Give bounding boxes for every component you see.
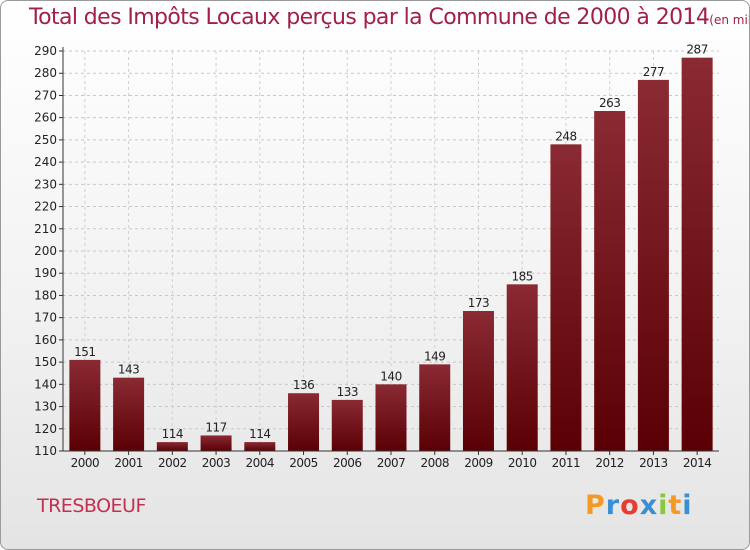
bar-2012 (594, 111, 626, 451)
y-tick-label-140: 140 (34, 377, 57, 391)
axes (59, 47, 719, 455)
x-tick-label-2003: 2003 (202, 456, 231, 470)
value-label-2005: 136 (293, 378, 314, 392)
proxiti-logo[interactable]: Proxiti (585, 490, 693, 521)
value-label-2010: 185 (511, 269, 532, 283)
chart-title-text: Total des Impôts Locaux perçus par la Co… (29, 5, 710, 30)
x-tick-label-2012: 2012 (595, 456, 624, 470)
y-tick-label-260: 260 (34, 111, 57, 125)
logo-letter: P (585, 490, 606, 521)
y-tick-label-190: 190 (34, 266, 57, 280)
value-label-2014: 287 (686, 43, 707, 57)
value-label-2011: 248 (555, 129, 576, 143)
bar-2006 (331, 399, 363, 451)
y-tick-label-170: 170 (34, 311, 57, 325)
bar-2003 (200, 435, 232, 451)
x-tick-label-2002: 2002 (158, 456, 187, 470)
bar-2005 (288, 393, 320, 451)
x-tick-label-2011: 2011 (552, 456, 581, 470)
x-tick-label-2013: 2013 (639, 456, 668, 470)
bar-2002 (156, 442, 188, 451)
value-label-2000: 151 (74, 345, 95, 359)
chart-unit: (en milliers d'€) (709, 13, 749, 27)
x-tick-label-2008: 2008 (420, 456, 449, 470)
bars (69, 57, 713, 452)
x-tick-label-2010: 2010 (508, 456, 537, 470)
y-tick-label-180: 180 (34, 288, 57, 302)
y-tick-label-210: 210 (34, 222, 57, 236)
chart-title: Total des Impôts Locaux perçus par la Co… (29, 5, 749, 30)
logo-letter: r (605, 490, 621, 521)
logo-letter: o (620, 490, 640, 521)
y-tick-label-150: 150 (34, 355, 57, 369)
logo-letter: t (668, 490, 683, 521)
bar-2014 (681, 57, 713, 452)
bar-2011 (550, 144, 582, 452)
x-tick-label-2000: 2000 (71, 456, 100, 470)
value-label-2006: 133 (337, 385, 358, 399)
y-tick-label-240: 240 (34, 155, 57, 169)
y-tick-label-280: 280 (34, 66, 57, 80)
x-tick-label-2014: 2014 (683, 456, 712, 470)
bar-2000 (69, 359, 101, 451)
y-tick-label-200: 200 (34, 244, 57, 258)
value-label-2002: 114 (162, 427, 183, 441)
y-tick-label-220: 220 (34, 200, 57, 214)
x-tick-label-2005: 2005 (289, 456, 318, 470)
x-tick-label-2001: 2001 (114, 456, 143, 470)
y-tick-label-120: 120 (34, 422, 57, 436)
logo-letter: i (682, 490, 693, 521)
value-label-2008: 149 (424, 349, 445, 363)
bar-2004 (244, 442, 276, 451)
bar-2008 (419, 364, 451, 451)
x-tick-label-2007: 2007 (377, 456, 406, 470)
value-label-2009: 173 (468, 296, 489, 310)
value-label-2013: 277 (643, 65, 664, 79)
y-tick-label-270: 270 (34, 88, 57, 102)
x-tick-label-2004: 2004 (246, 456, 275, 470)
bar-2010 (506, 284, 538, 451)
x-tick-label-2006: 2006 (333, 456, 362, 470)
value-label-2004: 114 (249, 427, 270, 441)
y-tick-label-130: 130 (34, 400, 57, 414)
value-label-2012: 263 (599, 96, 620, 110)
y-tick-label-230: 230 (34, 177, 57, 191)
y-tick-label-290: 290 (34, 44, 57, 58)
value-label-2007: 140 (380, 369, 401, 383)
labels: 110 120 130 140 150 160 170 180 190 200 210 220 230 2… (34, 43, 712, 470)
bar-2001 (113, 377, 145, 451)
x-tick-label-2009: 2009 (464, 456, 493, 470)
y-tick-label-160: 160 (34, 333, 57, 347)
y-tick-label-250: 250 (34, 133, 57, 147)
logo-letter: i (658, 490, 669, 521)
y-tick-label-110: 110 (34, 444, 57, 458)
bar-2013 (637, 79, 669, 451)
bar-2009 (462, 311, 494, 451)
bar-2007 (375, 384, 407, 451)
commune-name: TRESBOEUF (37, 495, 146, 517)
value-label-2001: 143 (118, 363, 139, 377)
logo-letter: x (639, 490, 659, 521)
value-label-2003: 117 (205, 420, 226, 434)
